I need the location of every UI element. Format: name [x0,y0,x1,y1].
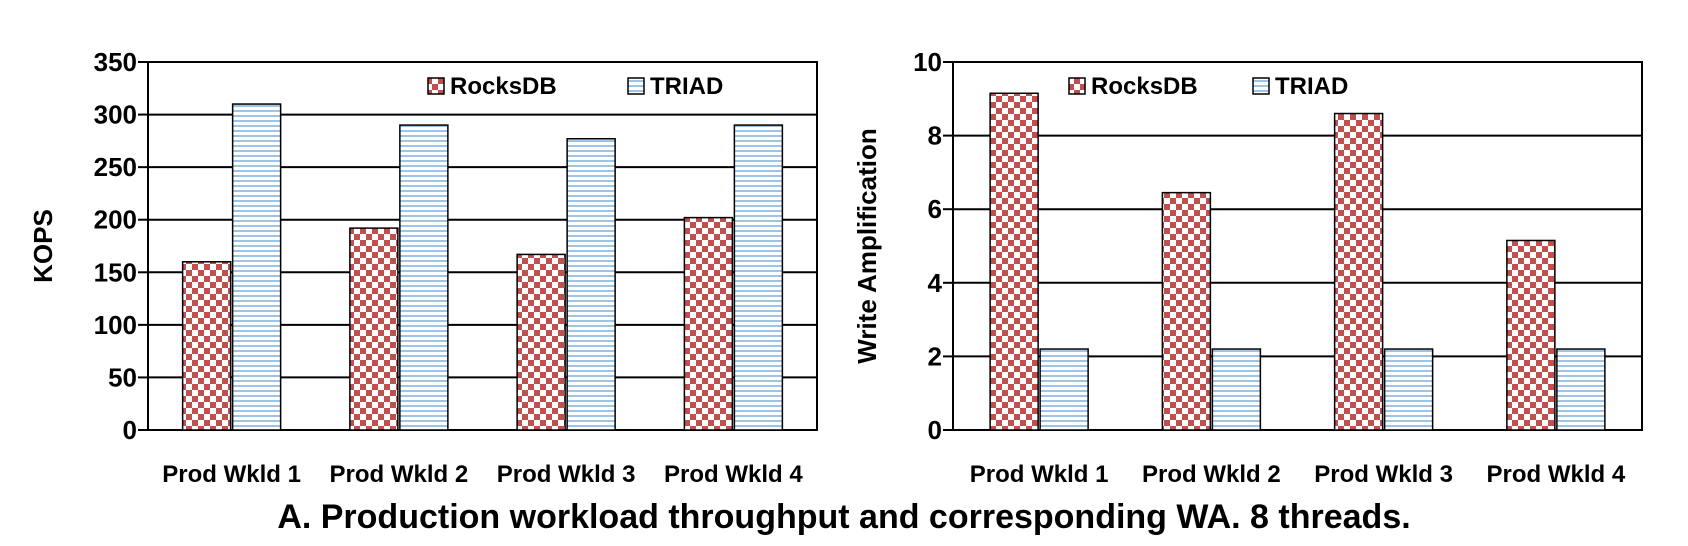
x-category-label: Prod Wkld 1 [162,461,301,488]
legend-swatch-triad [627,77,645,95]
x-category-label: Prod Wkld 2 [1142,461,1281,488]
x-category-label: Prod Wkld 4 [664,461,803,488]
bar-triad [566,138,616,431]
y-tick-label: 100 [94,310,137,340]
y-tick-label: 0 [123,415,137,445]
legend-label-triad: TRIAD [650,73,723,100]
y-tick-label: 4 [928,268,943,298]
legend-label-rocksdb: RocksDB [1091,73,1198,100]
kops-chart: 0 50 100 150 200 250 300 350 KOPS Prod Wkld 1 Prod… [28,47,818,488]
bar-triad [399,124,449,431]
bar-rocksdb [1333,112,1384,431]
figure-caption: A. Production workload throughput and co… [277,498,1411,536]
bar-rocksdb [1506,239,1556,431]
x-category-label: Prod Wkld 2 [330,461,469,488]
y-tick-label: 250 [94,152,137,182]
bar-rocksdb [181,261,232,431]
y-tick-label: 300 [94,100,137,130]
legend-swatch-triad [1252,77,1270,95]
legend-swatch-rocksdb [1068,77,1086,95]
y-tick-label: 50 [108,362,137,392]
bar-triad [1039,348,1089,431]
bar-rocksdb [1161,191,1212,431]
legend-label-triad: TRIAD [1275,73,1348,100]
bar-rocksdb [683,216,734,431]
bar-triad [1211,348,1262,431]
x-category-label: Prod Wkld 3 [1314,461,1453,488]
legend-label-rocksdb: RocksDB [450,73,557,100]
x-category-label: Prod Wkld 1 [970,461,1109,488]
bar-triad [1556,348,1606,431]
y-tick-label: 6 [928,194,942,224]
y-tick-label: 350 [94,47,137,77]
write-amplification-chart: 0 2 4 6 8 10 Write Amplification Prod Wkld 1 Pro… [852,47,1643,488]
bar-triad [733,124,784,431]
x-category-label: Prod Wkld 3 [497,461,636,488]
plot-frame [952,61,1643,431]
y-tick-label: 150 [94,257,137,287]
y-tick-label: 0 [928,415,942,445]
y-tick-label: 10 [913,47,942,77]
y-tick-label: 2 [928,341,942,371]
y-tick-label: 200 [94,205,137,235]
bar-rocksdb [989,92,1039,431]
y-axis-label: Write Amplification [852,128,882,363]
bar-triad [231,103,282,431]
legend-swatch-rocksdb [427,77,445,95]
x-category-label: Prod Wkld 4 [1487,461,1626,488]
bar-rocksdb [349,227,399,431]
bar-rocksdb [516,253,566,431]
y-tick-label: 8 [928,121,942,151]
plot-frame [147,61,818,431]
y-axis-label: KOPS [28,209,58,283]
bar-triad [1383,348,1434,431]
